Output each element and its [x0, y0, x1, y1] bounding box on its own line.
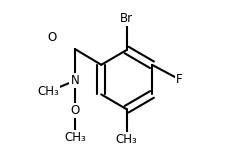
Text: CH₃: CH₃	[64, 131, 85, 144]
Text: O: O	[47, 31, 57, 44]
Text: N: N	[70, 74, 79, 87]
Text: CH₃: CH₃	[37, 85, 59, 98]
Text: Br: Br	[120, 12, 133, 25]
Text: CH₃: CH₃	[115, 133, 137, 146]
Text: O: O	[70, 104, 79, 117]
Text: F: F	[175, 73, 182, 86]
